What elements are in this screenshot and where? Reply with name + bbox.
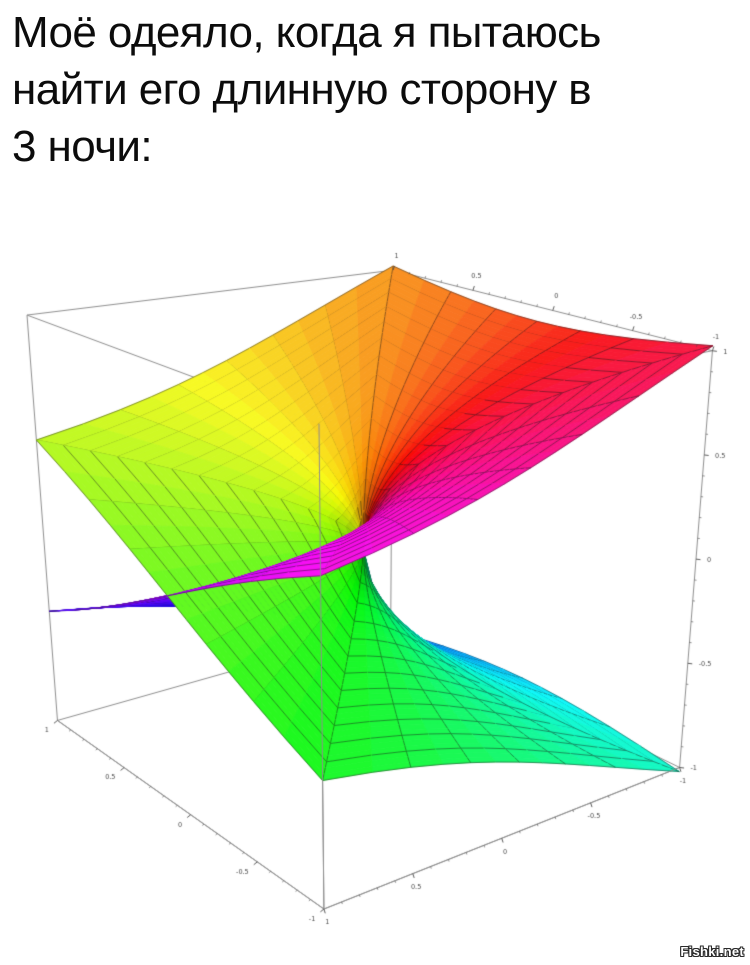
watermark-label: Fishki.net [680,944,744,959]
caption-line-1: Моё одеяло, когда я пытаюсь [12,8,601,57]
caption-line-3: 3 ночи: [12,122,153,171]
caption-line-2: найти его длинную сторону в [12,65,592,114]
meme-caption: Моё одеяло, когда я пытаюсь найти его дл… [12,4,742,175]
